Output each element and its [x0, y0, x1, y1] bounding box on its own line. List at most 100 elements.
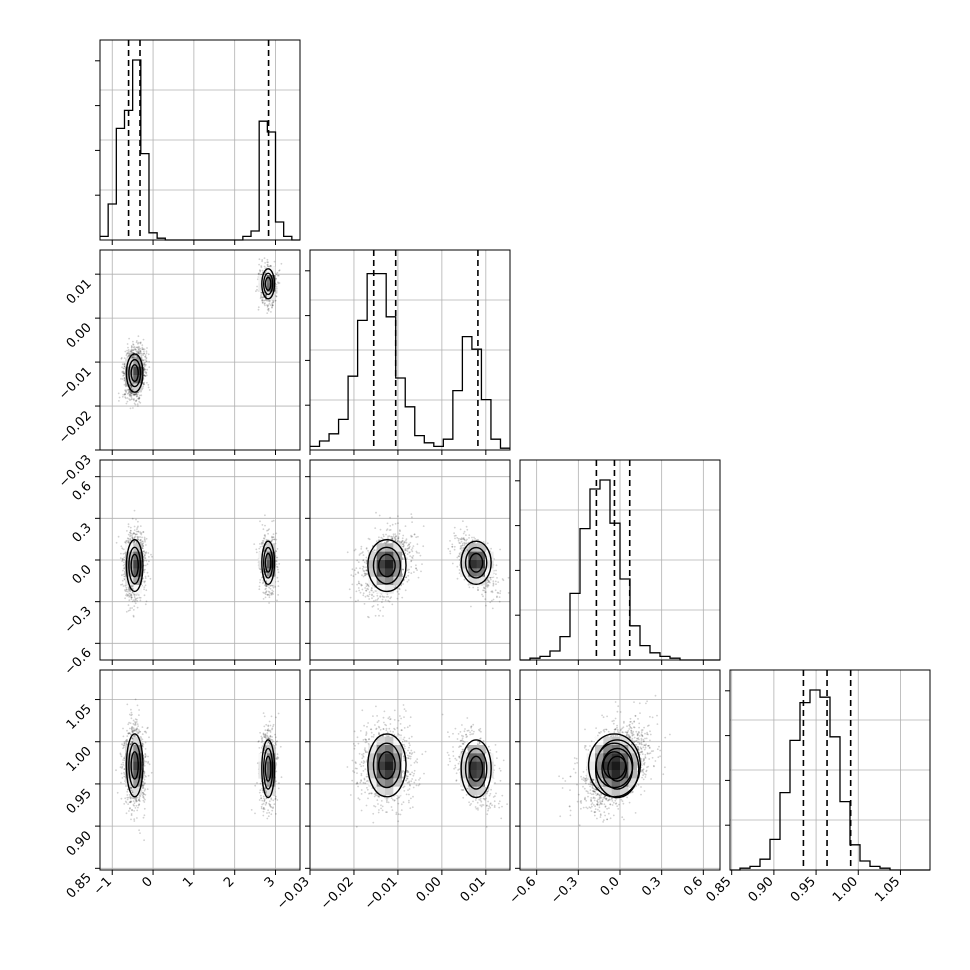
- contour-1-0-1-1: [263, 272, 274, 296]
- scatter-point: [134, 533, 137, 536]
- scatter-point: [127, 350, 130, 353]
- y-tick-label-1-4: 0.01: [64, 276, 95, 307]
- scatter-point: [494, 589, 497, 592]
- scatter-point: [127, 355, 130, 357]
- scatter-point: [367, 615, 369, 618]
- scatter-point: [261, 543, 263, 545]
- scatter-point: [129, 390, 132, 393]
- scatter-point: [261, 296, 264, 299]
- scatter-point: [262, 591, 265, 594]
- scatter-point: [125, 352, 128, 355]
- scatter-point: [143, 550, 146, 553]
- scatter-point: [134, 393, 136, 396]
- scatter-point: [137, 351, 140, 353]
- scatter-point: [357, 561, 360, 563]
- scatter-point: [125, 402, 128, 405]
- contour-2-0-0-2: [130, 553, 139, 578]
- scatter-point: [271, 538, 274, 541]
- scatter-point: [124, 590, 127, 592]
- contour-2-0-0-0: [125, 538, 144, 593]
- scatter-point: [486, 578, 489, 581]
- scatter-point: [142, 359, 145, 362]
- scatter-point: [132, 615, 135, 618]
- scatter-point: [491, 591, 494, 594]
- scatter-point: [130, 398, 133, 400]
- scatter-point: [127, 391, 130, 394]
- scatter-point: [260, 571, 262, 574]
- scatter-point: [261, 582, 264, 585]
- scatter-point: [261, 300, 264, 302]
- scatter-point: [405, 576, 407, 579]
- scatter-point: [492, 584, 495, 587]
- scatter-point: [463, 530, 466, 533]
- scatter-point: [405, 576, 407, 579]
- scatter-point: [410, 548, 413, 551]
- scatter-point: [123, 393, 126, 396]
- scatter-point: [144, 355, 147, 358]
- scatter-point: [367, 537, 370, 540]
- scatter-point: [121, 574, 123, 577]
- scatter-point: [275, 560, 277, 562]
- scatter-point: [272, 590, 275, 593]
- scatter-point: [393, 586, 396, 589]
- scatter-point: [385, 533, 387, 536]
- scatter-point: [126, 356, 129, 359]
- scatter-point: [278, 269, 280, 272]
- scatter-point: [454, 537, 456, 540]
- scatter-point: [416, 569, 418, 571]
- y-tick-label-1-2: −0.01: [56, 364, 95, 403]
- scatter-point: [135, 594, 138, 596]
- scatter-point: [122, 370, 124, 373]
- scatter-point: [123, 363, 126, 365]
- scatter-point: [136, 535, 139, 538]
- scatter-point: [268, 586, 270, 589]
- scatter-point: [354, 548, 357, 551]
- scatter-point: [273, 585, 275, 587]
- scatter-point: [258, 273, 260, 275]
- scatter-point: [259, 520, 261, 523]
- scatter-point: [143, 352, 146, 355]
- scatter-point: [365, 556, 368, 559]
- scatter-point: [136, 606, 139, 609]
- scatter-point: [121, 560, 123, 562]
- scatter-point: [396, 540, 399, 543]
- contour-2-0-1-2: [264, 552, 272, 573]
- scatter-point: [368, 538, 371, 541]
- scatter-point: [277, 274, 280, 277]
- scatter-point: [275, 538, 278, 541]
- scatter-point: [463, 543, 466, 545]
- scatter-point: [130, 350, 132, 353]
- scatter-point: [136, 538, 139, 540]
- scatter-point: [132, 614, 135, 617]
- scatter-point: [365, 573, 368, 576]
- scatter-point: [130, 350, 133, 352]
- panel-frame-0-0: [99, 39, 301, 241]
- scatter-point: [144, 354, 147, 356]
- scatter-point: [133, 394, 136, 397]
- scatter-point: [268, 594, 271, 597]
- scatter-point: [276, 576, 279, 579]
- scatter-point: [382, 535, 385, 538]
- scatter-point: [260, 273, 262, 276]
- scatter-point: [130, 598, 133, 601]
- scatter-point: [127, 388, 130, 391]
- scatter-point: [127, 541, 130, 544]
- scatter-point: [127, 537, 130, 540]
- scatter-point: [264, 262, 266, 264]
- scatter-point: [357, 587, 360, 589]
- scatter-point: [124, 389, 126, 392]
- scatter-point: [271, 303, 274, 306]
- scatter-point: [402, 534, 405, 537]
- scatter-point: [365, 582, 367, 585]
- scatter-point: [130, 386, 133, 389]
- scatter-point: [129, 531, 132, 534]
- scatter-point: [263, 592, 266, 595]
- scatter-point: [139, 350, 142, 353]
- scatter-point: [145, 374, 148, 377]
- scatter-point: [386, 522, 389, 525]
- scatter-point: [133, 605, 136, 607]
- scatter-point: [462, 537, 465, 540]
- scatter-point: [274, 299, 277, 302]
- scatter-point: [271, 592, 273, 594]
- scatter-point: [131, 349, 134, 352]
